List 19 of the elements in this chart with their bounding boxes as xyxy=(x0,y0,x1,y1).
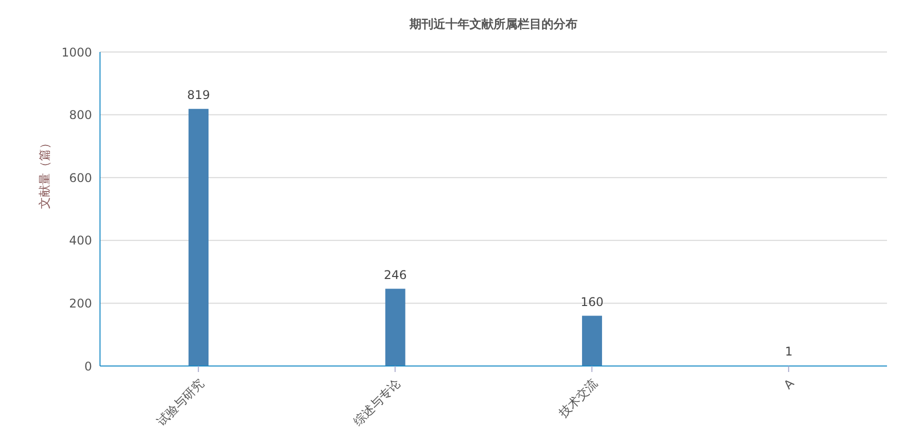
x-tick-label: 试验与研究 xyxy=(154,376,207,429)
y-tick-label: 400 xyxy=(69,234,92,248)
y-tick-label: 200 xyxy=(69,296,92,310)
y-tick-label: 600 xyxy=(69,170,92,185)
bar xyxy=(582,316,602,366)
bar xyxy=(188,108,209,366)
y-tick-label: 800 xyxy=(69,108,92,122)
data-label: 819 xyxy=(187,88,210,102)
x-tick-label: 技术交流 xyxy=(555,376,600,421)
chart-title: 期刊近十年文献所属栏目的分布 xyxy=(408,16,578,33)
y-axis-title: 文献量（篇） xyxy=(37,137,52,209)
data-label: 1 xyxy=(784,344,793,359)
bar xyxy=(385,288,406,366)
x-tick-label: 综述与专论 xyxy=(350,376,404,429)
x-tick-label: A xyxy=(781,376,798,392)
data-label: 246 xyxy=(384,268,407,282)
y-tick-label: 1000 xyxy=(61,45,92,60)
data-label: 160 xyxy=(580,294,604,309)
y-tick-label: 0 xyxy=(84,359,92,374)
